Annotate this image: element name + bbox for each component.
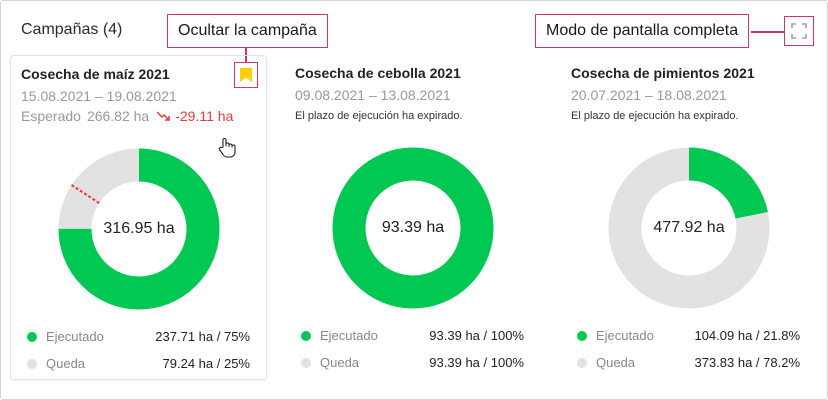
executed-dot: [27, 332, 37, 342]
donut-total: 316.95 ha: [103, 220, 175, 237]
executed-value: 237.71 ha / 75%: [155, 329, 250, 344]
bookmark-highlight: [234, 62, 258, 88]
legend-remaining: Queda 373.83 ha / 78.2%: [577, 354, 800, 372]
donut-executed-arc: [58, 148, 220, 310]
legend-remaining: Queda 93.39 ha / 100%: [301, 354, 524, 372]
legend-executed: Ejecutado 104.09 ha / 21.8%: [577, 327, 800, 345]
donut-executed-arc: [608, 147, 770, 309]
remaining-label: Queda: [320, 355, 360, 370]
campaign-title: Cosecha de cebolla 2021: [295, 65, 461, 81]
trend-down-icon: [157, 111, 170, 121]
fullscreen-icon[interactable]: [791, 23, 807, 39]
hand-cursor-icon: [218, 138, 236, 158]
expired-notice: El plazo de ejecución ha expirado.: [295, 110, 463, 122]
donut-executed-arc: [332, 147, 494, 309]
donut-total: 93.39 ha: [381, 219, 445, 236]
campaign-title: Cosecha de pimientos 2021: [571, 65, 755, 81]
fullscreen-callout: Modo de pantalla completa: [535, 14, 750, 48]
legend-executed: Ejecutado 93.39 ha / 100%: [301, 327, 524, 345]
campaign-donut-chart: [608, 147, 770, 309]
expected-delta: -29.11 ha: [175, 108, 234, 124]
campaign-card[interactable]: Cosecha de cebolla 2021 09.08.2021 – 13.…: [285, 55, 540, 380]
remaining-value: 93.39 ha / 100%: [429, 355, 524, 370]
campaign-title: Cosecha de maíz 2021: [21, 66, 170, 82]
panel-title: Campañas (4): [21, 21, 123, 38]
bookmark-icon[interactable]: [240, 68, 252, 82]
campaign-card[interactable]: Cosecha de pimientos 2021 20.07.2021 – 1…: [561, 55, 816, 380]
executed-value: 104.09 ha / 21.8%: [694, 328, 800, 343]
campaign-dates: 09.08.2021 – 13.08.2021: [295, 87, 451, 103]
remaining-dot: [577, 358, 587, 368]
expected-label: Esperado: [21, 108, 81, 124]
expected-value: 266.82 ha: [86, 108, 150, 124]
executed-dot: [577, 331, 587, 341]
legend-remaining: Queda 79.24 ha / 25%: [27, 355, 250, 373]
remaining-value: 373.83 ha / 78.2%: [694, 355, 800, 370]
fullscreen-highlight: [784, 16, 814, 46]
fullscreen-callout-connector: [751, 31, 784, 33]
hide-campaign-callout: Ocultar la campaña: [167, 14, 328, 48]
executed-label: Ejecutado: [46, 329, 104, 344]
campaign-dates: 20.07.2021 – 18.08.2021: [571, 87, 727, 103]
executed-dot: [301, 331, 311, 341]
campaign-dates: 15.08.2021 – 19.08.2021: [21, 88, 177, 104]
legend-executed: Ejecutado 237.71 ha / 75%: [27, 328, 250, 346]
campaign-donut-chart: [332, 147, 494, 309]
campaign-expected: Esperado 266.82 ha -29.11 ha: [21, 108, 233, 124]
expired-notice: El plazo de ejecución ha expirado.: [571, 110, 739, 122]
campaign-card[interactable]: Cosecha de maíz 2021 15.08.2021 – 19.08.…: [10, 55, 267, 380]
remaining-value: 79.24 ha / 25%: [162, 356, 250, 371]
remaining-dot: [27, 359, 37, 369]
executed-label: Ejecutado: [596, 328, 654, 343]
executed-value: 93.39 ha / 100%: [429, 328, 524, 343]
campaign-donut-chart: [58, 148, 220, 310]
expected-marker: [71, 184, 100, 204]
remaining-label: Queda: [596, 355, 636, 370]
executed-label: Ejecutado: [320, 328, 378, 343]
remaining-dot: [301, 358, 311, 368]
donut-total: 477.92 ha: [653, 219, 725, 236]
remaining-label: Queda: [46, 356, 86, 371]
